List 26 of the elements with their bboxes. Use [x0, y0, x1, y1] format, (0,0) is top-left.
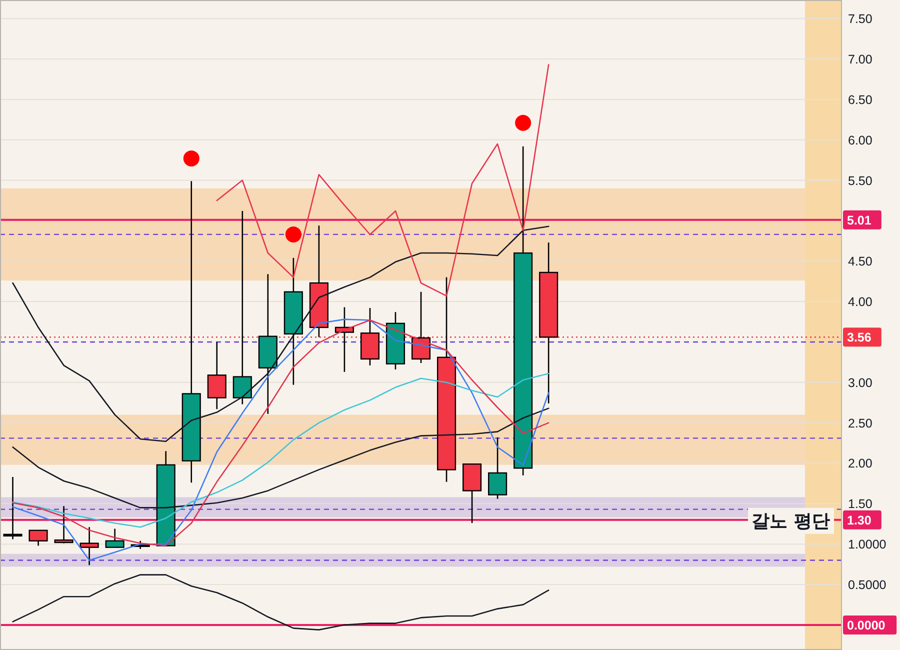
y-tick-label: 2.00 [848, 456, 872, 471]
point [515, 114, 532, 131]
y-tick-label: 7.50 [848, 12, 872, 26]
y-tick-label: 1.0000 [848, 538, 886, 552]
y-tick-label: 1.50 [848, 497, 872, 512]
ref-line-label: 3.56 [847, 330, 872, 345]
point [183, 150, 200, 166]
y-tick-label: 3.00 [848, 376, 872, 390]
y-tick-label: 4.00 [848, 295, 872, 310]
line-series [12, 574, 550, 630]
y-tick-label: 0.5000 [848, 578, 886, 592]
y-tick-label: 5.50 [848, 174, 872, 188]
y-tick-label: 2.50 [848, 416, 872, 430]
ref-line-label: 0.0000 [847, 618, 886, 632]
annotation: 갈노 평단 [752, 510, 830, 532]
ref-line-label: 5.01 [847, 213, 872, 228]
y-tick-label: 7.00 [848, 52, 872, 67]
line-series [12, 408, 550, 508]
y-tick-label: 6.50 [848, 92, 872, 107]
line-series [12, 226, 550, 442]
y-tick-label: 4.50 [848, 254, 872, 269]
line-series [216, 64, 550, 297]
point [285, 226, 302, 242]
line-series [12, 372, 550, 528]
ref-line-label: 1.30 [847, 513, 872, 528]
y-tick-label: 6.00 [848, 133, 872, 148]
